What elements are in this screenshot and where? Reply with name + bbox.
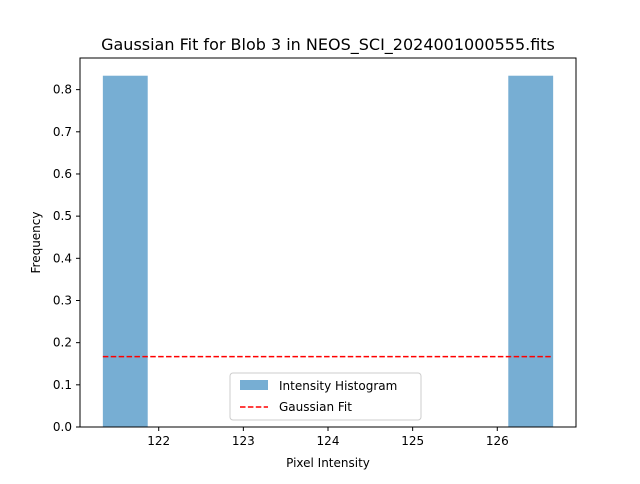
x-tick-label-126: 126 (486, 434, 509, 448)
legend-box (229, 372, 422, 421)
legend-histogram-swatch (240, 380, 268, 390)
y-tick-label-0.7: 0.7 (53, 125, 72, 139)
y-tick-label-0.4: 0.4 (53, 251, 72, 265)
y-axis-label: Frequency (29, 212, 43, 274)
y-tick-label-0.0: 0.0 (53, 420, 72, 434)
x-axis-ticks: 122 123 124 125 126 (147, 427, 509, 448)
chart-title: Gaussian Fit for Blob 3 in NEOS_SCI_2024… (101, 35, 555, 55)
y-tick-label-0.3: 0.3 (53, 293, 72, 307)
x-axis-label: Pixel Intensity (286, 456, 370, 470)
y-tick-label-0.8: 0.8 (53, 83, 72, 97)
x-tick-label-124: 124 (317, 434, 340, 448)
legend-histogram-label: Intensity Histogram (279, 379, 397, 393)
y-axis-ticks: 0.0 0.1 0.2 0.3 0.4 0.5 0.6 0.7 0.8 (53, 83, 80, 434)
y-tick-label-0.6: 0.6 (53, 167, 72, 181)
y-tick-label-0.5: 0.5 (53, 209, 72, 223)
histogram-bars (102, 75, 554, 427)
histogram-bar-0 (102, 75, 148, 427)
x-tick-label-122: 122 (147, 434, 170, 448)
y-tick-label-0.2: 0.2 (53, 336, 72, 350)
x-tick-label-123: 123 (232, 434, 255, 448)
histogram-bar-9 (508, 75, 554, 427)
legend: Intensity Histogram Gaussian Fit (229, 372, 422, 421)
y-tick-label-0.1: 0.1 (53, 378, 72, 392)
x-tick-label-125: 125 (401, 434, 424, 448)
legend-fit-label: Gaussian Fit (279, 400, 352, 414)
